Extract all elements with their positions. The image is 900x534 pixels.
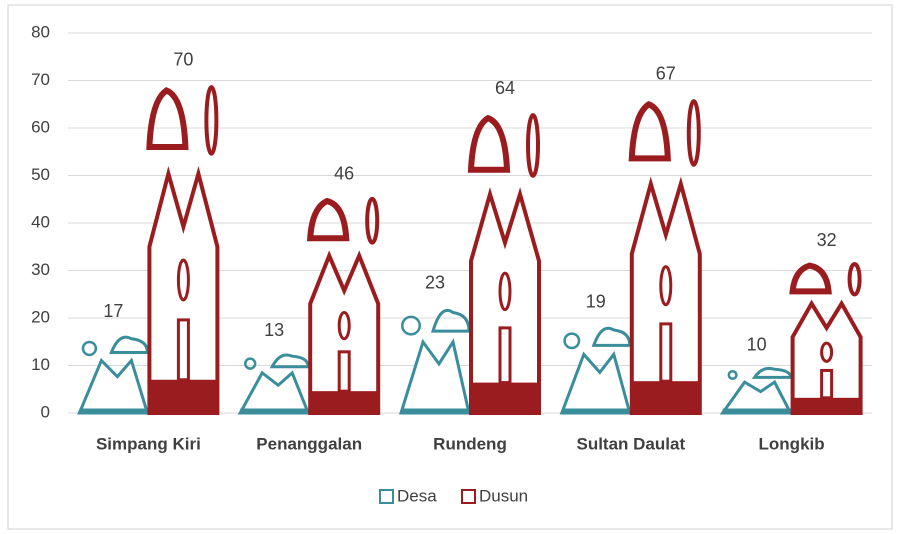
value-label: 23 [425,273,445,293]
icon-detail [176,258,190,302]
icon-detail [306,197,350,242]
icon-detail [751,366,793,379]
bar [237,370,311,415]
icon-detail [109,335,149,354]
value-label: 46 [334,163,354,183]
icon-detail [430,308,471,333]
icon-detail [146,87,189,150]
icon-detail [686,99,701,167]
icon-detail [563,332,581,350]
value-label: 13 [264,320,284,340]
icon-detail [310,391,379,413]
x-tick-label: Simpang Kiri [96,434,201,453]
icon-detail [820,341,834,363]
x-tick-label: Longkib [759,434,825,453]
bar [77,357,150,415]
icon-detail [847,262,862,297]
icon-detail [269,353,310,369]
icon-detail [244,357,257,370]
icon-detail [659,322,673,383]
icon-detail [659,265,673,307]
y-tick-label: 30 [31,260,50,279]
legend-label: Desa [397,486,437,505]
legend-swatch [379,489,394,504]
icon-detail [204,85,219,156]
icon-detail [401,315,421,336]
icon-detail [498,326,512,385]
y-tick-label: 10 [31,355,50,374]
bar [398,338,471,415]
icon-detail [149,379,218,413]
icon-detail [591,326,632,347]
icon-detail [471,382,539,413]
bar [719,379,794,415]
x-tick-label: Sultan Daulat [576,434,685,453]
icon-detail [526,113,540,178]
value-label: 32 [817,230,837,250]
icon-detail [631,381,700,413]
icon-detail [498,271,512,312]
icon-detail [820,368,834,400]
icon-detail [81,340,98,357]
icon-detail [176,318,190,382]
bar [559,351,632,415]
x-tick-label: Rundeng [433,434,507,453]
icon-detail [337,310,351,341]
icon-detail [365,196,380,245]
icon-detail [792,397,861,413]
value-label: 10 [747,334,767,354]
icon-detail [789,262,832,295]
y-tick-label: 60 [31,117,50,136]
icon-detail [467,114,511,173]
y-tick-label: 0 [41,402,50,421]
value-label: 19 [586,292,606,312]
value-label: 64 [495,78,515,98]
icon-detail [337,350,351,393]
icon-detail [628,100,671,162]
y-tick-label: 40 [31,212,50,231]
y-tick-label: 80 [31,22,50,41]
y-tick-label: 70 [31,70,50,89]
icon-detail [727,369,738,381]
y-tick-label: 50 [31,165,50,184]
value-label: 17 [103,301,123,321]
x-tick-label: Penanggalan [256,434,362,453]
legend-swatch [461,489,476,504]
value-label: 70 [173,49,193,69]
legend-label: Dusun [479,486,528,505]
value-label: 67 [656,64,676,84]
y-tick-label: 20 [31,307,50,326]
